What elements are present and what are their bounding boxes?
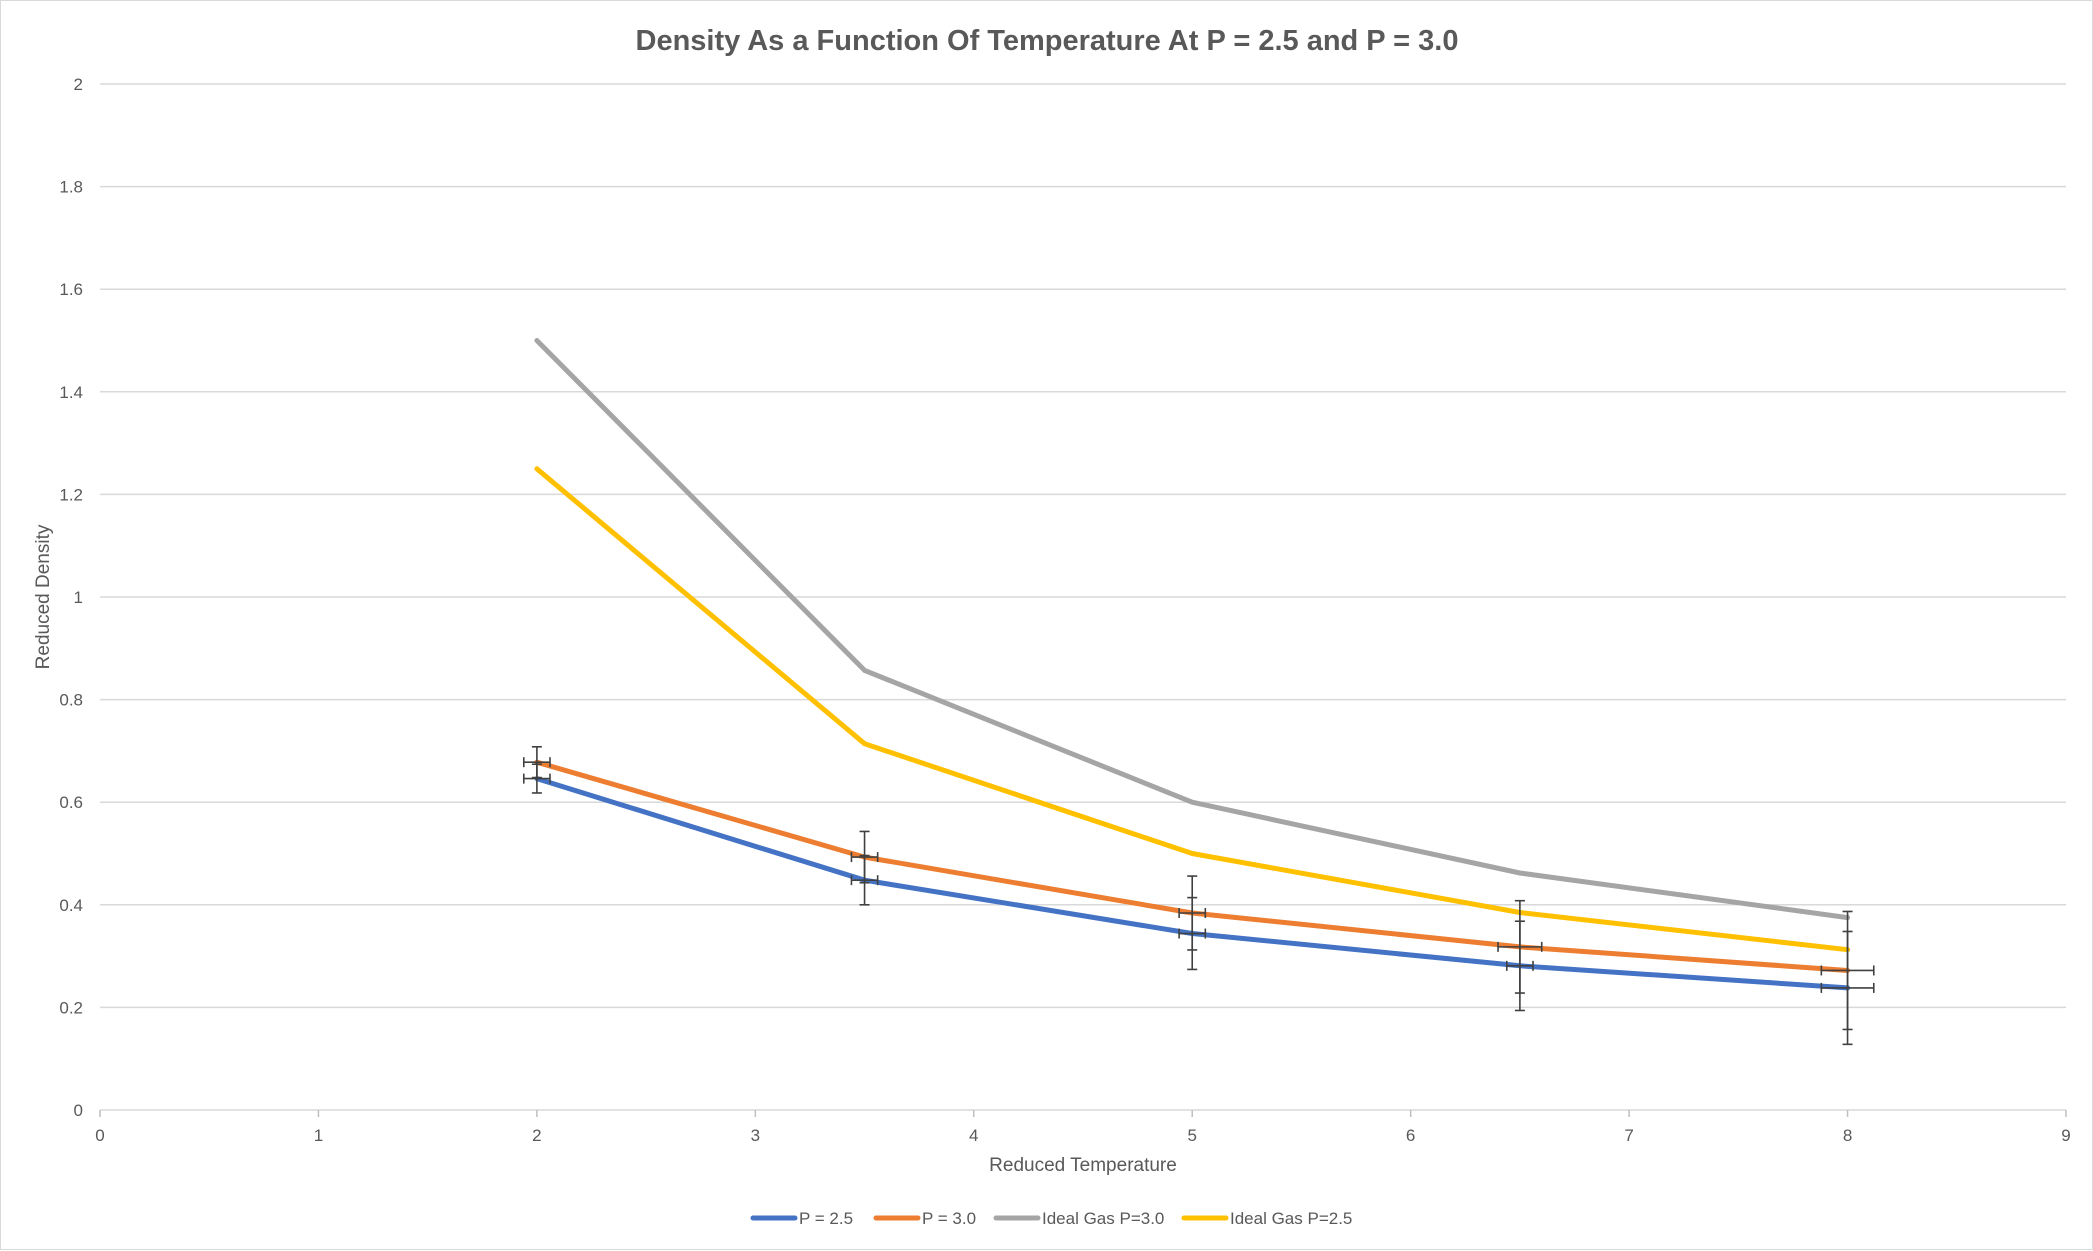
chart-title: Density As a Function Of Temperature At … [636, 25, 1459, 57]
gridlines [99, 83, 2067, 1117]
series-line [534, 466, 1851, 953]
y-tick-label: 0.6 [59, 793, 83, 812]
y-tick-label: 0.8 [59, 691, 83, 710]
y-axis-title: Reduced Density [33, 524, 54, 669]
x-tick-label: 5 [1187, 1126, 1196, 1145]
x-tick-label: 8 [1843, 1126, 1852, 1145]
x-axis-title: Reduced Temperature [989, 1155, 1177, 1176]
legend-label: P = 3.0 [922, 1209, 976, 1228]
x-tick-label: 0 [95, 1126, 104, 1145]
x-axis-ticks: 0 1 2 3 4 5 6 7 8 9 [95, 1126, 2070, 1145]
x-tick-label: 9 [2061, 1126, 2070, 1145]
y-tick-label: 2 [74, 75, 83, 94]
legend-label: Ideal Gas P=3.0 [1042, 1209, 1164, 1228]
x-tick-label: 1 [314, 1126, 323, 1145]
x-tick-label: 4 [969, 1126, 978, 1145]
y-tick-label: 0.4 [59, 896, 83, 915]
error-bars [522, 745, 1875, 1046]
y-tick-label: 1.2 [59, 485, 83, 504]
x-tick-label: 7 [1624, 1126, 1633, 1145]
x-tick-label: 2 [532, 1126, 541, 1145]
series-line [534, 338, 1851, 921]
legend-label: Ideal Gas P=2.5 [1230, 1209, 1352, 1228]
legend-label: P = 2.5 [799, 1209, 853, 1228]
y-tick-label: 1.6 [59, 280, 83, 299]
y-tick-label: 0 [74, 1101, 83, 1120]
y-tick-label: 1 [74, 588, 83, 607]
y-tick-label: 1.8 [59, 178, 83, 197]
legend: P = 2.5 P = 3.0 Ideal Gas P=3.0 Ideal Gas P… [750, 1209, 1352, 1228]
x-tick-label: 6 [1406, 1126, 1415, 1145]
y-tick-label: 0.2 [59, 998, 83, 1017]
x-tick-label: 3 [751, 1126, 760, 1145]
y-tick-label: 1.4 [59, 383, 83, 402]
y-axis-ticks: 0 0.2 0.4 0.6 0.8 1 1.2 1.4 1.6 1.8 2 [59, 75, 83, 1120]
